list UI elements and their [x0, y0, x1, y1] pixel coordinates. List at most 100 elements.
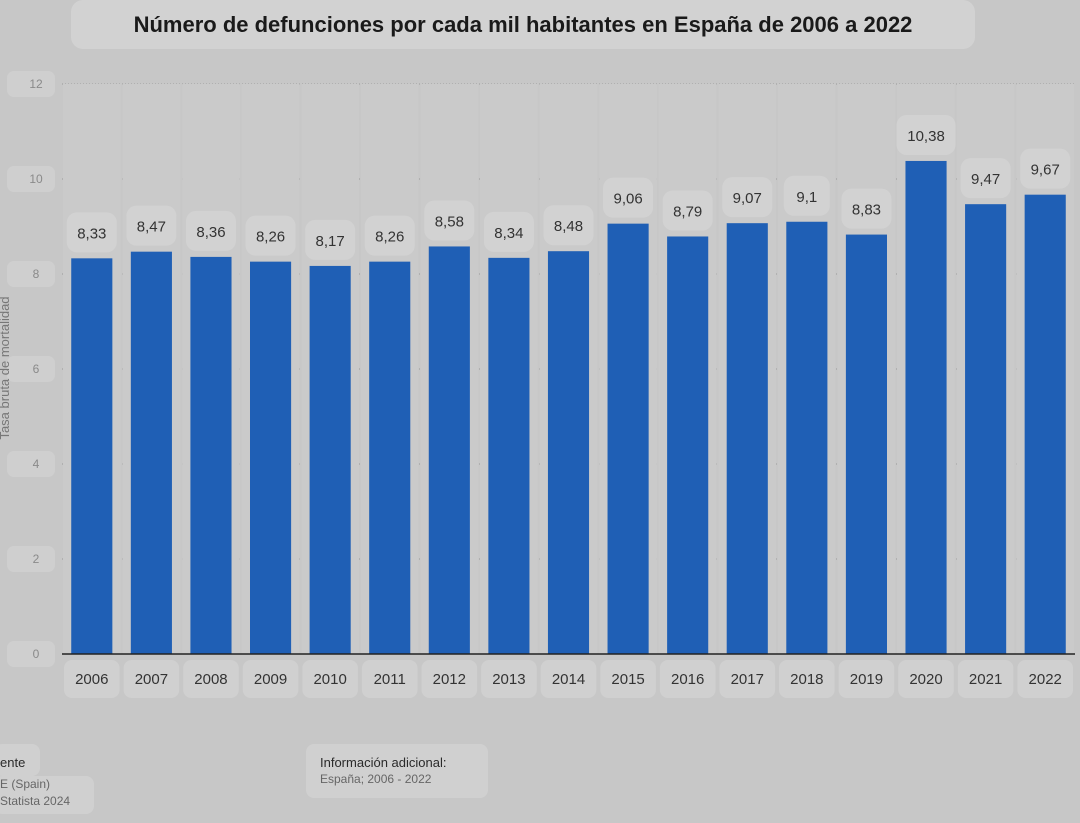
additional-info-text: España; 2006 - 2022 [320, 772, 432, 786]
value-label: 8,33 [66, 212, 117, 253]
value-label-text: 8,34 [494, 225, 523, 242]
source-heading: ente [0, 755, 26, 770]
y-tick: 0 [7, 641, 55, 667]
x-tick-label: 2017 [731, 671, 764, 688]
x-tick: 2014 [540, 660, 597, 698]
x-tick: 2022 [1017, 660, 1073, 698]
value-label-text: 8,33 [77, 225, 106, 242]
x-tick: 2015 [600, 660, 656, 698]
bar-2016 [667, 236, 709, 654]
value-label-text: 9,67 [1031, 162, 1060, 179]
y-tick-label: 4 [33, 457, 40, 471]
value-label: 9,1 [783, 175, 830, 216]
x-tick-label: 2012 [433, 671, 466, 688]
additional-info: Información adicional: España; 2006 - 20… [306, 744, 488, 798]
x-tick: 2012 [421, 660, 478, 698]
x-tick: 2020 [898, 660, 954, 698]
value-label: 8,17 [305, 219, 356, 260]
x-tick-label: 2009 [254, 671, 287, 688]
value-label-text: 9,1 [796, 189, 817, 206]
x-tick-label: 2016 [671, 671, 704, 688]
x-tick-label: 2010 [313, 671, 346, 688]
value-label-text: 10,38 [907, 128, 945, 145]
bar-2013 [488, 257, 530, 654]
x-tick-label: 2014 [552, 671, 585, 688]
x-tick-label: 2019 [850, 671, 883, 688]
bar-2022 [1024, 194, 1066, 655]
bar-2021 [965, 204, 1007, 655]
y-tick-label: 10 [29, 172, 43, 186]
y-tick: 6 [7, 356, 55, 382]
x-tick-label: 2013 [492, 671, 525, 688]
value-label: 9,67 [1020, 148, 1071, 189]
source-line-1: E (Spain) [0, 777, 51, 791]
x-tick: 2008 [183, 660, 239, 698]
value-label: 8,36 [185, 210, 236, 251]
bar-2012 [428, 246, 470, 654]
value-label-text: 8,17 [316, 233, 345, 250]
value-label: 8,34 [483, 211, 534, 252]
y-tick-label: 0 [33, 647, 40, 661]
bar-2009 [250, 261, 292, 654]
bar-2006 [71, 258, 113, 654]
bar-2007 [130, 251, 172, 655]
y-tick: 2 [7, 546, 55, 572]
x-tick: 2006 [64, 660, 120, 698]
y-tick: 4 [7, 451, 55, 477]
source-note: ente [0, 744, 40, 776]
y-tick: 12 [7, 71, 55, 97]
value-label-text: 8,26 [256, 229, 285, 246]
x-tick: 2007 [123, 660, 180, 698]
x-tick: 2011 [361, 660, 418, 698]
x-tick: 2017 [719, 660, 776, 698]
y-tick-label: 12 [29, 77, 43, 91]
chart-title: Número de defunciones por cada mil habit… [71, 0, 975, 49]
value-label: 8,48 [543, 205, 594, 246]
x-tick-label: 2006 [75, 671, 108, 688]
value-label: 8,47 [126, 205, 177, 246]
x-tick-label: 2021 [969, 671, 1002, 688]
x-tick-label: 2018 [790, 671, 823, 688]
x-tick-label: 2008 [194, 671, 227, 688]
x-tick: 2016 [659, 660, 716, 698]
value-label: 8,79 [662, 190, 713, 231]
x-tick: 2018 [779, 660, 835, 698]
value-label-text: 8,47 [137, 219, 166, 236]
value-label: 8,58 [424, 200, 475, 241]
value-label-text: 8,58 [435, 213, 464, 230]
bar-2017 [726, 223, 768, 655]
x-tick-label: 2011 [374, 671, 406, 688]
x-tick-label: 2015 [611, 671, 644, 688]
bar-2008 [190, 256, 232, 654]
additional-info-heading: Información adicional: [320, 755, 447, 770]
x-tick-label: 2022 [1029, 671, 1062, 688]
x-tick: 2019 [838, 660, 895, 698]
bar-2020 [905, 160, 947, 654]
bar-2019 [845, 234, 887, 654]
y-tick-label: 8 [33, 267, 40, 281]
x-tick-label: 2020 [909, 671, 942, 688]
y-tick: 8 [7, 261, 55, 287]
bar-2015 [607, 223, 649, 654]
value-labels: 8,33 8,47 8,36 8,26 8,17 8,26 8,58 8,34 8,48 9,06… [66, 114, 1071, 260]
source-text: E (Spain) Statista 2024 [0, 776, 94, 814]
value-label: 8,26 [364, 215, 415, 256]
y-axis-label: Tasa bruta de mortalidad [0, 296, 12, 439]
x-tick: 2021 [957, 660, 1014, 698]
value-label-text: 9,47 [971, 171, 1000, 188]
bar-2011 [369, 261, 411, 654]
value-label-text: 8,83 [852, 202, 881, 219]
x-tick: 2010 [302, 660, 358, 698]
value-label: 9,06 [603, 177, 654, 218]
value-label: 9,47 [960, 158, 1011, 199]
value-label: 8,26 [245, 215, 296, 256]
value-label-text: 8,26 [375, 229, 404, 246]
value-label-text: 8,79 [673, 203, 702, 220]
y-tick-label: 2 [33, 552, 40, 566]
x-tick-label: 2007 [135, 671, 168, 688]
bars [71, 160, 1066, 655]
x-axis-ticks: 2006 2007 2008 2009 2010 2011 2012 2013 2014 2015… [64, 660, 1073, 698]
y-tick-label: 6 [33, 362, 40, 376]
value-label: 8,83 [841, 188, 892, 229]
